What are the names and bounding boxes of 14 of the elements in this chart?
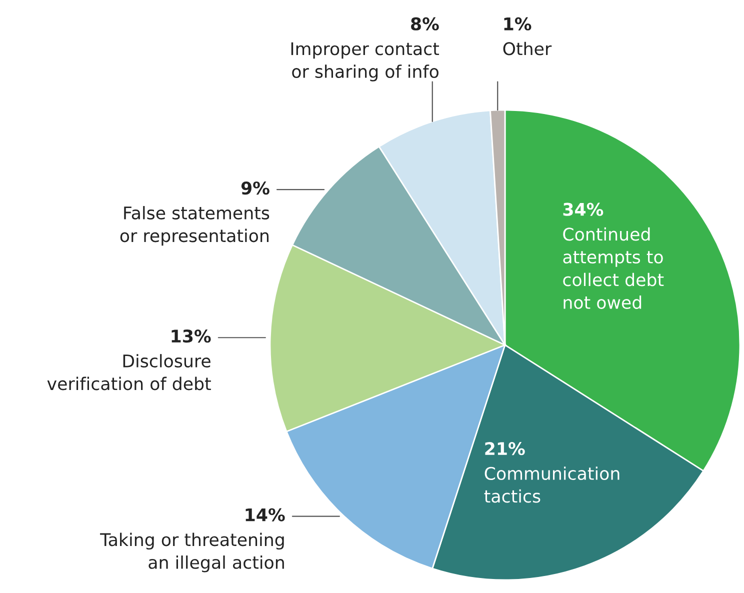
data-label: 13% bbox=[172, 330, 211, 343]
data-label: 34% bbox=[563, 202, 604, 216]
slice-label: Taking or threatening an illegal action bbox=[100, 532, 284, 572]
data-label: 9% bbox=[241, 181, 270, 195]
slice-label: Communication tactics bbox=[484, 466, 620, 503]
data-label: 21% bbox=[485, 442, 525, 456]
slice-label: Disclosure verification of debt bbox=[47, 354, 211, 390]
data-label: 1% bbox=[504, 17, 532, 30]
data-label: 14% bbox=[246, 508, 285, 522]
data-label: 8% bbox=[411, 17, 439, 30]
slice-label: Continued attempts to collect debt not owed bbox=[563, 227, 664, 309]
slice-label: Improper contact or sharing of info bbox=[291, 42, 440, 82]
slice-label: False statements or representation bbox=[120, 206, 270, 246]
slice-label: Other bbox=[503, 42, 552, 56]
